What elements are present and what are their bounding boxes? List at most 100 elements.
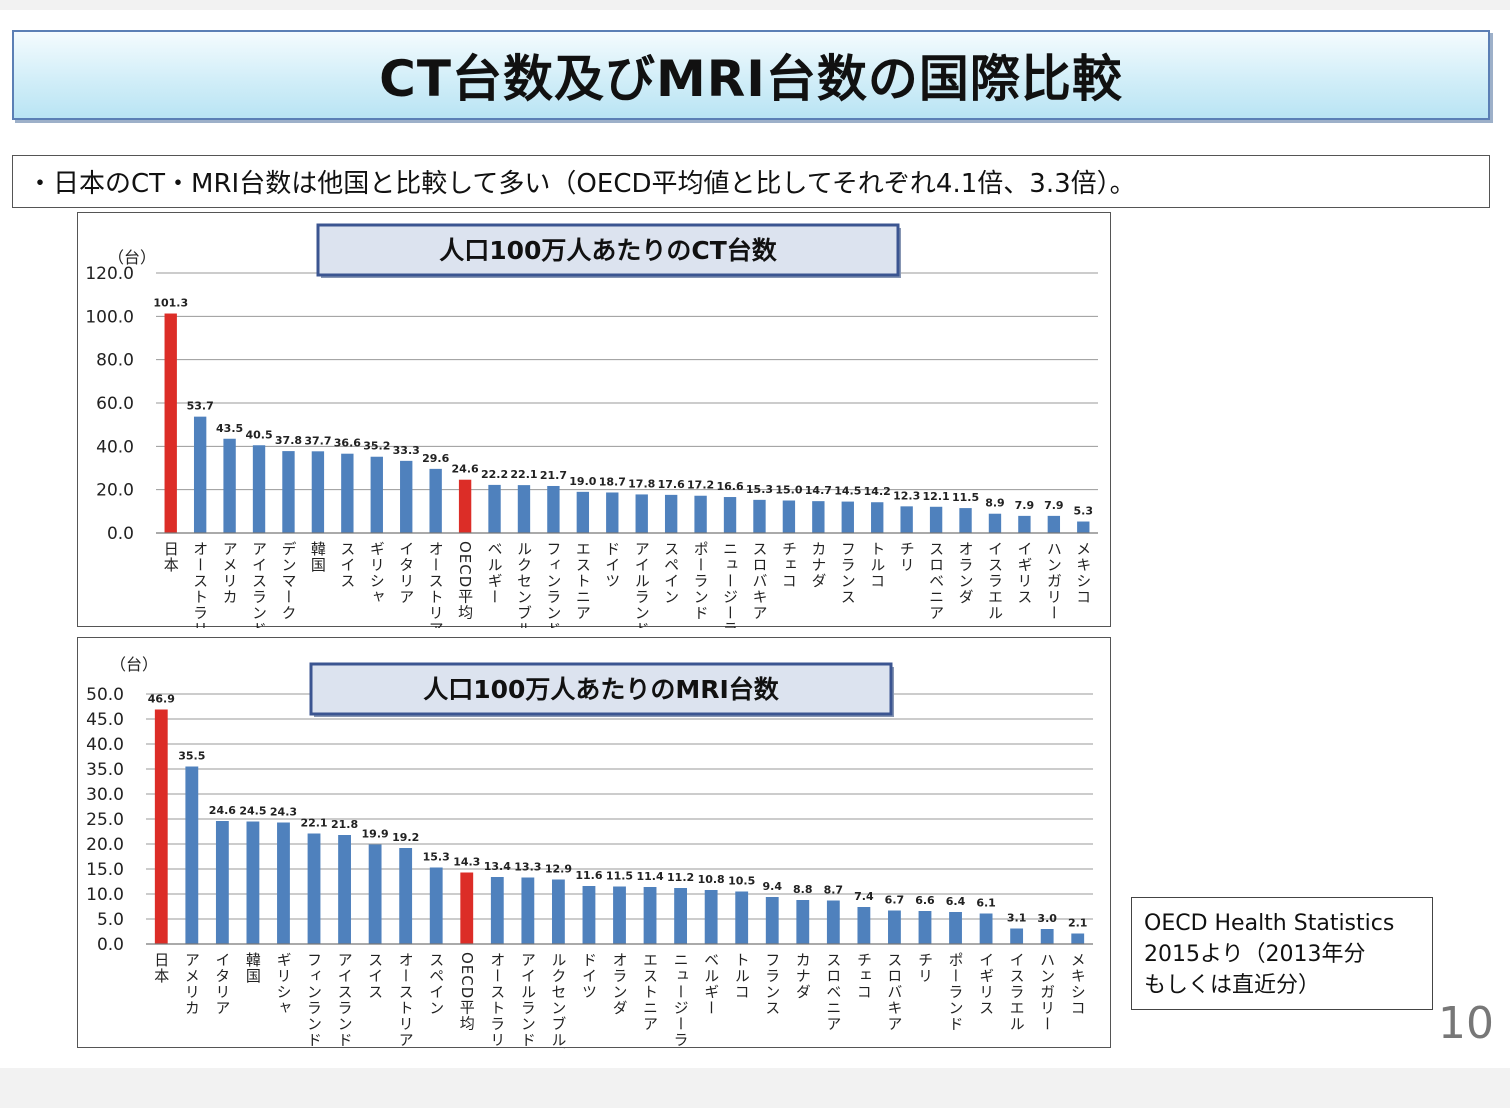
ct-bar [753, 499, 766, 533]
ct-category-label: アメリカ [221, 541, 239, 605]
mri-category-label: メキシコ [1069, 952, 1087, 1016]
ct-bar [400, 460, 413, 533]
mri-y-tick-label: 50.0 [86, 685, 124, 705]
mri-data-label: 46.9 [148, 693, 175, 706]
mri-y-tick-label: 35.0 [86, 760, 124, 780]
mri-bar [857, 907, 871, 944]
ct-y-tick-label: 40.0 [96, 437, 134, 457]
mri-category-label: チリ [916, 952, 934, 984]
ct-data-label: 22.1 [510, 468, 537, 481]
ct-category-label: イギリス [1015, 541, 1033, 605]
ct-category-label: メキシコ [1074, 541, 1092, 605]
ct-data-label: 17.2 [687, 479, 714, 492]
ct-category-label: トルコ [868, 541, 886, 589]
ct-bar [988, 513, 1002, 533]
mri-data-label: 12.9 [545, 863, 572, 876]
mri-bar [613, 886, 626, 944]
mri-data-label: 13.3 [514, 861, 541, 874]
mri-category-label: ハンガリー [1038, 952, 1056, 1032]
mri-category-label: エストニア [641, 952, 659, 1032]
ct-bar [370, 456, 383, 533]
ct-category-label: イスラエル [986, 541, 1004, 621]
ct-data-label: 17.6 [658, 478, 685, 491]
mri-bar [521, 877, 535, 944]
source-note: OECD Health Statistics 2015より（2013年分 もしく… [1131, 897, 1433, 1010]
ct-data-label: 37.8 [275, 434, 302, 447]
mri-category-label: オランダ [611, 952, 629, 1016]
mri-category-label: トルコ [733, 952, 751, 1000]
mri-data-label: 9.4 [762, 880, 782, 893]
mri-category-label: 日本 [152, 952, 170, 984]
ct-category-label: チェコ [780, 541, 798, 589]
ct-category-label: スロバキア [750, 541, 768, 621]
mri-y-tick-label: 15.0 [86, 860, 124, 880]
ct-bar [341, 453, 354, 533]
mri-category-label: ベルギー [702, 952, 720, 1016]
mri-title-box: 人口100万人あたりのMRI台数 [309, 662, 894, 717]
ct-category-label: スペイン [662, 541, 680, 605]
mri-bar [551, 879, 565, 944]
mri-data-label: 15.3 [423, 851, 450, 864]
ct-category-label: オーストリア [427, 541, 445, 628]
ct-category-label: チリ [898, 541, 916, 573]
ct-data-label: 11.5 [952, 491, 979, 504]
ct-bar [664, 494, 678, 533]
ct-bar [429, 468, 442, 533]
ct-data-label: 101.3 [153, 297, 188, 310]
mri-category-label: ポーランド [947, 952, 965, 1032]
mri-data-label: 6.4 [946, 895, 966, 908]
mri-data-label: 19.2 [392, 831, 419, 844]
ct-category-label: スロベニア [927, 541, 945, 621]
mri-bar [1040, 929, 1054, 944]
mri-bar [215, 821, 229, 944]
ct-data-label: 15.0 [775, 484, 802, 497]
mri-category-label: アイスランド [336, 952, 354, 1048]
ct-data-label: 43.5 [216, 422, 243, 435]
ct-bar [1047, 515, 1061, 533]
ct-data-label: 7.9 [1044, 499, 1064, 512]
mri-data-label: 24.5 [239, 805, 266, 818]
ct-data-label: 14.5 [834, 485, 861, 498]
ct-bar [841, 501, 854, 533]
mri-category-label: OECD平均 [458, 952, 476, 1032]
mri-data-label: 10.5 [728, 875, 755, 888]
mri-bar [246, 821, 260, 944]
mri-bar [979, 913, 993, 944]
mri-category-label: チェコ [855, 952, 873, 1000]
ct-category-label: オランダ [957, 541, 975, 605]
mri-bar [490, 877, 504, 944]
mri-bar [888, 910, 901, 944]
ct-bar [311, 451, 325, 533]
ct-data-label: 14.7 [805, 484, 832, 497]
ct-category-label: ハンガリー [1045, 541, 1063, 621]
mri-bar [582, 886, 596, 944]
summary-text: ・日本のCT・MRI台数は他国と比較して多い（OECD平均値と比してそれぞれ4.… [27, 169, 1136, 199]
mri-category-label: スペイン [427, 952, 445, 1016]
ct-y-unit-label: （台） [108, 248, 156, 267]
mri-bar [735, 891, 749, 944]
mri-y-tick-label: 45.0 [86, 710, 124, 730]
ct-category-label: デンマーク [279, 541, 297, 621]
ct-bar [959, 508, 972, 533]
summary-box: ・日本のCT・MRI台数は他国と比較して多い（OECD平均値と比してそれぞれ4.… [12, 155, 1490, 208]
ct-bar [547, 485, 560, 533]
mri-chart-title: 人口100万人あたりのMRI台数 [423, 675, 780, 704]
ct-bar [517, 485, 531, 533]
mri-data-label: 13.4 [484, 860, 511, 873]
ct-data-label: 17.8 [628, 477, 655, 490]
mri-data-label: 14.3 [453, 856, 480, 869]
mri-category-label: スイス [366, 952, 384, 1000]
ct-bar [252, 445, 266, 533]
mri-title-background [309, 662, 893, 716]
ct-title-box: 人口100万人あたりのCT台数 [316, 223, 901, 278]
mri-data-label: 11.4 [636, 870, 663, 883]
mri-category-label: アイルランド [519, 952, 537, 1048]
ct-chart-title: 人口100万人あたりのCT台数 [439, 236, 778, 265]
ct-data-label: 53.7 [187, 400, 214, 413]
mri-category-label: ギリシャ [274, 952, 292, 1016]
ct-bar [723, 497, 737, 533]
ct-data-label: 8.9 [985, 497, 1005, 510]
ct-category-label: イタリア [397, 541, 415, 605]
mri-bar [643, 887, 657, 944]
ct-data-label: 18.7 [599, 475, 626, 488]
